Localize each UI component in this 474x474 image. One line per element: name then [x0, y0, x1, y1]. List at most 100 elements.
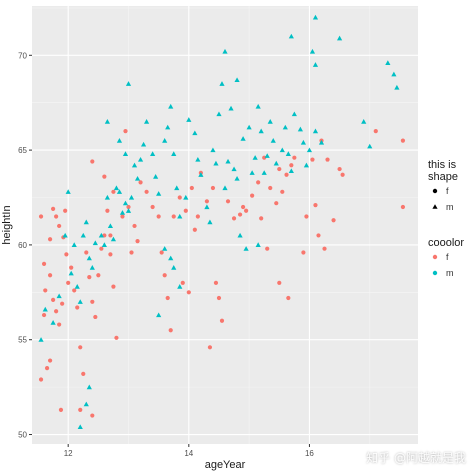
data-point-m — [291, 111, 297, 117]
data-point-f — [51, 206, 56, 211]
data-point-m — [264, 153, 270, 158]
data-point-m — [186, 117, 192, 122]
legend-shape-title: this is shape — [428, 159, 458, 183]
data-point-f — [64, 252, 69, 257]
data-point-f — [292, 155, 297, 160]
data-point-f — [123, 129, 128, 134]
data-point-m — [234, 77, 240, 83]
data-point-m — [394, 84, 400, 90]
data-point-f — [225, 199, 231, 204]
data-point-f — [216, 295, 222, 301]
data-point-f — [180, 280, 185, 285]
data-point-m — [246, 124, 252, 130]
data-point-f — [204, 199, 210, 204]
data-point-f — [340, 172, 345, 177]
data-point-f — [90, 299, 95, 304]
data-point-m — [192, 130, 198, 136]
data-point-f — [47, 358, 53, 363]
data-point-m — [42, 306, 48, 312]
data-point-m — [171, 265, 177, 270]
data-point-m — [297, 126, 303, 132]
data-point-f — [43, 288, 48, 293]
y-tick-label: 55 — [18, 336, 27, 345]
circle-icon — [428, 184, 442, 198]
data-point-f — [144, 189, 149, 194]
data-point-m — [165, 124, 171, 130]
data-point-m — [56, 293, 62, 299]
data-point-m — [219, 81, 225, 86]
data-point-m — [243, 246, 249, 251]
data-point-f — [87, 275, 92, 280]
data-point-f — [44, 366, 50, 371]
data-point-m — [122, 151, 129, 156]
data-point-m — [361, 119, 367, 124]
data-point-f — [96, 273, 101, 278]
data-point-f — [192, 227, 197, 232]
data-point-m — [107, 223, 114, 229]
data-point-m — [198, 172, 204, 177]
legend-item-m-color: m — [428, 265, 472, 281]
data-point-m — [213, 160, 219, 166]
legend-color: cooolor f m — [428, 237, 472, 281]
data-point-m — [177, 213, 183, 219]
data-point-m — [104, 119, 110, 124]
data-point-m — [134, 175, 141, 181]
data-point-m — [249, 170, 255, 175]
data-point-f — [162, 273, 167, 278]
data-point-m — [367, 143, 373, 149]
data-point-f — [105, 208, 110, 213]
data-point-f — [47, 237, 53, 242]
data-point-m — [234, 175, 240, 181]
data-point-f — [256, 180, 261, 185]
data-point-f — [138, 180, 143, 185]
data-point-m — [38, 337, 44, 342]
data-point-m — [153, 174, 159, 179]
y-tick-label: 65 — [18, 146, 27, 155]
data-point-f — [57, 223, 62, 229]
data-point-f — [41, 312, 47, 318]
data-point-f — [60, 301, 65, 306]
data-point-m — [131, 162, 138, 168]
data-point-f — [108, 252, 113, 257]
data-point-m — [77, 424, 83, 430]
data-point-f — [75, 305, 80, 310]
data-point-f — [41, 261, 47, 266]
data-point-m — [65, 189, 71, 194]
data-point-f — [72, 288, 77, 293]
data-point-f — [126, 204, 131, 210]
data-point-m — [86, 384, 92, 390]
data-point-m — [92, 240, 98, 246]
data-point-f — [213, 280, 219, 285]
legend-color-title: cooolor — [428, 237, 465, 249]
data-point-f — [129, 250, 134, 255]
data-point-m — [101, 242, 107, 247]
axis-ticks — [29, 54, 310, 447]
data-point-f — [69, 265, 74, 270]
data-point-m — [119, 210, 126, 215]
data-point-m — [228, 105, 234, 111]
circle-icon — [428, 250, 442, 264]
x-axis-title: ageYear — [205, 459, 246, 471]
y-tick-label: 70 — [18, 51, 27, 60]
data-point-f — [237, 212, 243, 217]
data-point-m — [391, 71, 397, 77]
data-point-f — [171, 214, 176, 219]
data-point-m — [255, 103, 261, 109]
data-point-f — [274, 201, 279, 206]
data-point-m — [83, 401, 89, 407]
data-point-m — [143, 119, 150, 124]
data-point-m — [222, 185, 228, 191]
data-point-f — [135, 239, 140, 244]
data-point-f — [322, 246, 327, 251]
data-point-f — [210, 185, 216, 191]
data-point-m — [110, 236, 117, 242]
data-point-f — [81, 371, 86, 376]
data-point-f — [259, 216, 264, 221]
data-point-f — [57, 322, 62, 327]
data-point-f — [38, 377, 44, 382]
y-tick-label: 50 — [18, 431, 27, 440]
data-point-f — [373, 129, 378, 134]
data-point-f — [280, 189, 285, 194]
data-point-m — [225, 158, 231, 164]
data-point-f — [58, 407, 64, 412]
